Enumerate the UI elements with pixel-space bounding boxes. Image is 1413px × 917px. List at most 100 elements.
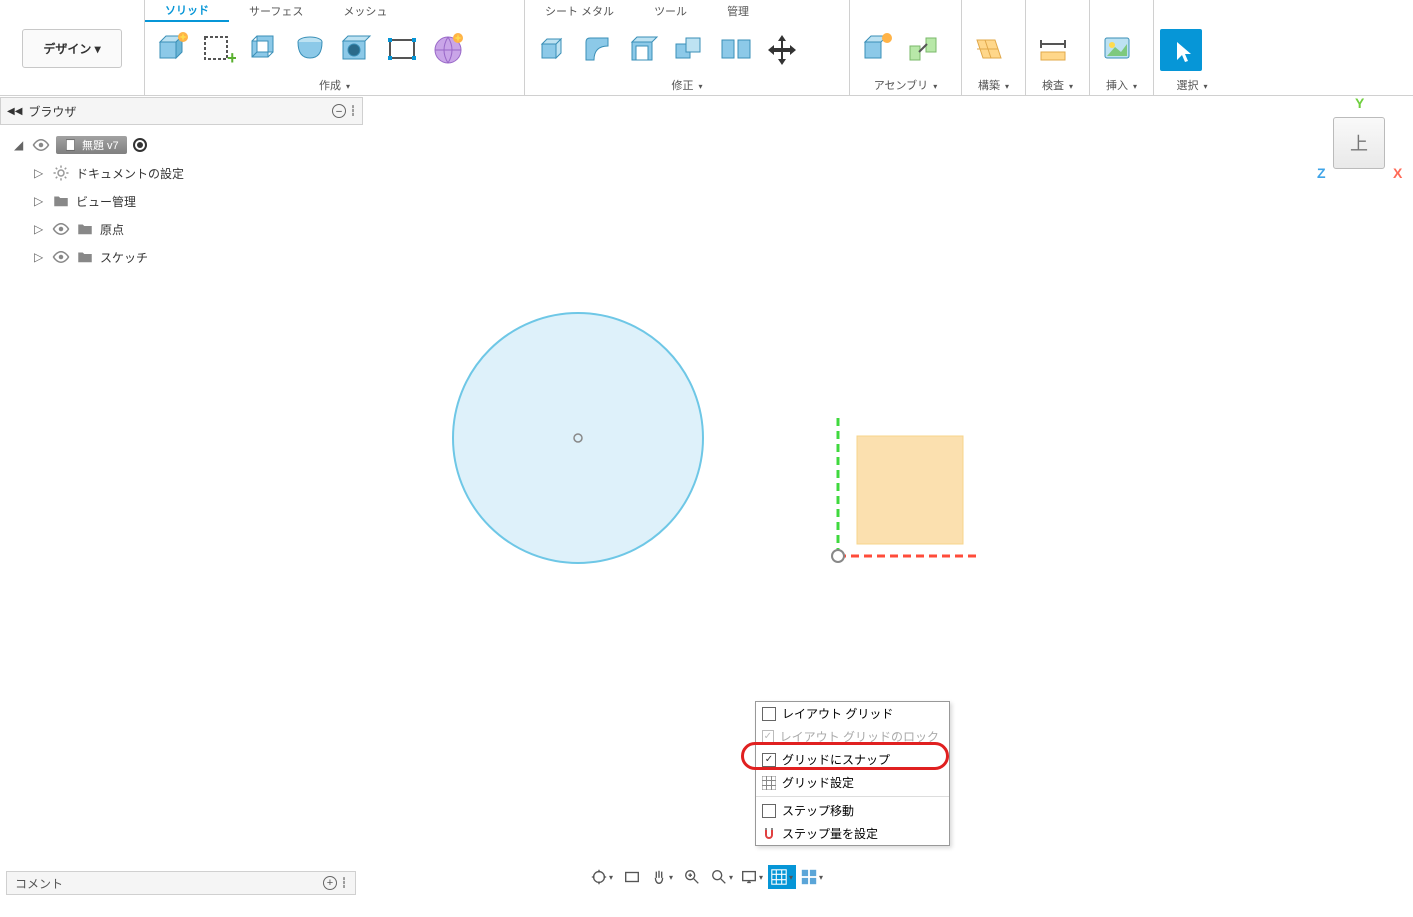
comments-title: コメント [15,875,323,892]
browser-header: ◀◀ ブラウザ – ┇ [0,97,363,125]
folder-icon [76,220,94,238]
zoom-tool[interactable] [678,865,706,889]
tab-surface[interactable]: サーフェス [229,1,323,21]
tab-solid[interactable]: ソリッド [145,0,229,22]
form-create-icon[interactable] [427,29,469,71]
tree-label: ビュー管理 [76,193,136,210]
construct-plane-icon[interactable] [968,29,1010,71]
group-modify-label[interactable]: 修正 [671,80,693,92]
tree-expand-icon[interactable]: ▷ [34,166,46,180]
combine-icon[interactable] [669,29,711,71]
revolve-icon[interactable] [289,29,331,71]
folder-icon [76,248,94,266]
press-pull-icon[interactable] [531,29,573,71]
checkbox-icon[interactable] [762,753,776,767]
sketch-origin[interactable] [832,550,844,562]
browser-handle-icon[interactable]: ┇ [350,106,356,117]
checkbox-icon [762,730,774,744]
tree-item-doc-settings[interactable]: ▷ ドキュメントの設定 [0,159,363,187]
doc-name-label: 無題 v7 [82,137,119,153]
menu-layout-grid[interactable]: レイアウト グリッド [756,702,949,725]
view-cube[interactable]: Y 上 X Z [1333,117,1385,169]
select-tool-icon[interactable] [1160,29,1202,71]
eye-icon[interactable] [52,220,70,238]
group-assembly-label[interactable]: アセンブリ [874,80,928,92]
box-create-icon[interactable] [151,29,193,71]
browser-minimize-button[interactable]: – [332,104,346,118]
eye-icon[interactable] [52,248,70,266]
browser-collapse-icon[interactable]: ◀◀ [7,106,22,117]
active-component-icon[interactable] [133,138,147,152]
hole-icon[interactable] [335,29,377,71]
navigation-toolbar [586,863,828,891]
document-node[interactable]: 無題 v7 [56,136,127,154]
viewport-layout-tool[interactable] [798,865,826,889]
group-inspect-label[interactable]: 検査 [1042,80,1064,92]
menu-label: レイアウト グリッドのロック [780,728,939,745]
tree-item-view-manage[interactable]: ▷ ビュー管理 [0,187,363,215]
folder-icon [52,192,70,210]
tree-expand-icon[interactable]: ▷ [34,222,46,236]
group-create-label[interactable]: 作成 [319,80,341,92]
checkbox-icon[interactable] [762,707,776,721]
tree-root[interactable]: ◢ 無題 v7 [0,131,363,159]
tree-label: スケッチ [100,249,148,266]
menu-label: ステップ量を設定 [782,825,878,842]
menu-grid-settings[interactable]: グリッド設定 [756,771,949,794]
shell-icon[interactable] [623,29,665,71]
zoom-window-tool[interactable] [708,865,736,889]
eye-icon[interactable] [32,136,50,154]
menu-step-move[interactable]: ステップ移動 [756,799,949,822]
tree-item-sketch[interactable]: ▷ スケッチ [0,243,363,271]
svg-text:+: + [227,48,236,68]
menu-set-step[interactable]: ステップ量を設定 [756,822,949,845]
tab-sheetmetal[interactable]: シート メタル [525,1,634,21]
workspace-switcher-button[interactable]: デザイン ▾ [22,29,121,68]
doc-icon [64,138,78,152]
joint-icon[interactable] [902,29,944,71]
move-icon[interactable] [761,29,803,71]
menu-label: レイアウト グリッド [782,705,893,722]
tree-toggle-icon[interactable]: ◢ [14,138,26,152]
axis-z-label: Z [1317,165,1326,181]
fillet-icon[interactable] [577,29,619,71]
tree-label: ドキュメントの設定 [76,165,184,182]
measure-icon[interactable] [1032,29,1074,71]
new-component-icon[interactable] [856,29,898,71]
grid-display-tool[interactable] [768,865,796,889]
group-select-label[interactable]: 選択 [1176,80,1198,92]
sketch-create-icon[interactable]: + [197,29,239,71]
tree-expand-icon[interactable]: ▷ [34,194,46,208]
group-insert-label[interactable]: 挿入 [1106,80,1128,92]
split-body-icon[interactable] [715,29,757,71]
display-settings-tool[interactable] [738,865,766,889]
orbit-tool[interactable] [588,865,616,889]
comments-panel-header: コメント + ┇ [6,871,356,895]
tree-expand-icon[interactable]: ▷ [34,250,46,264]
checkbox-icon[interactable] [762,804,776,818]
insert-derive-icon[interactable] [1096,29,1138,71]
menu-snap-to-grid[interactable]: グリッドにスナップ [756,748,949,771]
tree-item-origin[interactable]: ▷ 原点 [0,215,363,243]
add-comment-button[interactable]: + [323,876,337,890]
tab-manage[interactable]: 管理 [707,1,769,21]
pan-tool[interactable] [648,865,676,889]
comments-handle-icon[interactable]: ┇ [341,878,347,889]
gear-icon [52,164,70,182]
rectangle-sketch-icon[interactable] [381,29,423,71]
tab-tools[interactable]: ツール [634,1,707,21]
tree-label: 原点 [100,221,124,238]
tab-mesh[interactable]: メッシュ [323,1,407,21]
browser-tree: ◢ 無題 v7 ▷ ドキュメントの設定 ▷ ビュー管理 ▷ 原点 ▷ [0,125,363,277]
browser-panel: ◀◀ ブラウザ – ┇ ◢ 無題 v7 ▷ ドキュメントの設定 ▷ ビュー管理 … [0,97,363,277]
view-cube-top-face[interactable]: 上 [1333,117,1385,169]
axis-y-label: Y [1355,95,1364,111]
axis-x-label: X [1393,165,1402,181]
look-at-tool[interactable] [618,865,646,889]
grid-icon [762,776,776,790]
sketch-circle[interactable] [453,313,703,563]
extrude-icon[interactable] [243,29,285,71]
group-construct-label[interactable]: 構築 [978,80,1000,92]
sketch-rectangle[interactable] [857,436,963,544]
menu-label: ステップ移動 [782,802,854,819]
